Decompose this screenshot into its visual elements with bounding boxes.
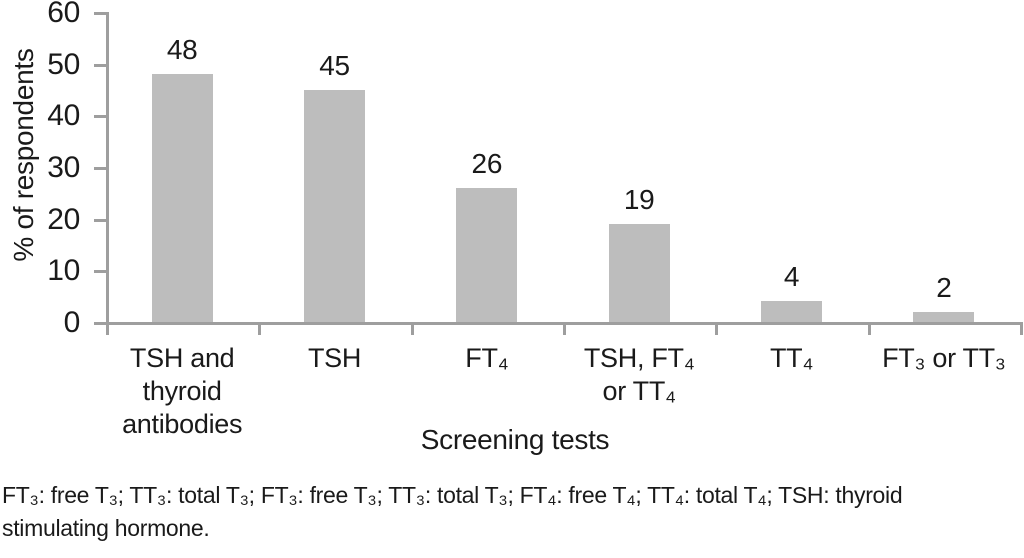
y-axis-tick-label: 60 (47, 0, 80, 29)
x-axis-tick (867, 322, 871, 335)
x-tick-label: TSH, FT₄ or TT₄ (583, 343, 695, 406)
x-axis-tick (258, 322, 262, 335)
x-axis-tick (1020, 322, 1023, 335)
bar-value-label: 2 (936, 271, 952, 303)
x-axis-tick (410, 322, 414, 335)
footnote: FT₃: free T₃; TT₃: total T₃; FT₃: free T… (2, 479, 1022, 545)
bar-value-label: 48 (166, 34, 198, 65)
bar (913, 311, 975, 322)
y-axis-tick (94, 270, 106, 274)
x-tick-label: FT₄ (465, 343, 509, 373)
bar-value-label: 45 (319, 49, 350, 81)
y-axis-tick-label: 40 (47, 99, 80, 133)
footnote-line-1: FT₃: free T₃; TT₃: total T₃; FT₃: free T… (2, 482, 903, 508)
bar-value-label: 19 (623, 183, 655, 215)
bar (151, 74, 213, 322)
y-axis-tick (94, 12, 106, 15)
x-tick-label: TSH (307, 343, 362, 373)
x-tick-label: FT₃ or TT₃ (882, 343, 1006, 373)
y-axis-tick (94, 218, 106, 222)
y-axis-tick (94, 322, 106, 325)
bar-value-label: 26 (471, 147, 503, 179)
x-tick-label: TSH and thyroid antibodies (122, 343, 243, 439)
y-axis-tick-label: 50 (47, 47, 80, 81)
x-axis-tick (106, 322, 109, 335)
bar (608, 223, 670, 322)
y-axis-tick-label: 10 (47, 254, 80, 288)
bar (456, 187, 518, 322)
y-axis-line (106, 12, 109, 335)
x-axis-tick (715, 322, 719, 335)
y-axis-tick-label: 20 (47, 202, 80, 236)
footnote-line-2: stimulating hormone. (2, 515, 210, 541)
x-axis-tick (563, 322, 566, 335)
bar-value-label: 4 (783, 261, 800, 293)
bar (304, 89, 365, 322)
y-axis-tick (94, 63, 106, 67)
y-axis-tick-label: 30 (47, 151, 80, 184)
y-axis-title: % of respondents (8, 48, 39, 262)
bar (761, 301, 822, 322)
x-axis-title: Screening tests (420, 424, 610, 455)
y-axis-tick-label: 0 (63, 306, 81, 339)
y-axis-tick (94, 115, 106, 119)
y-axis-tick (94, 167, 106, 170)
x-tick-label: TT₄ (769, 343, 814, 373)
